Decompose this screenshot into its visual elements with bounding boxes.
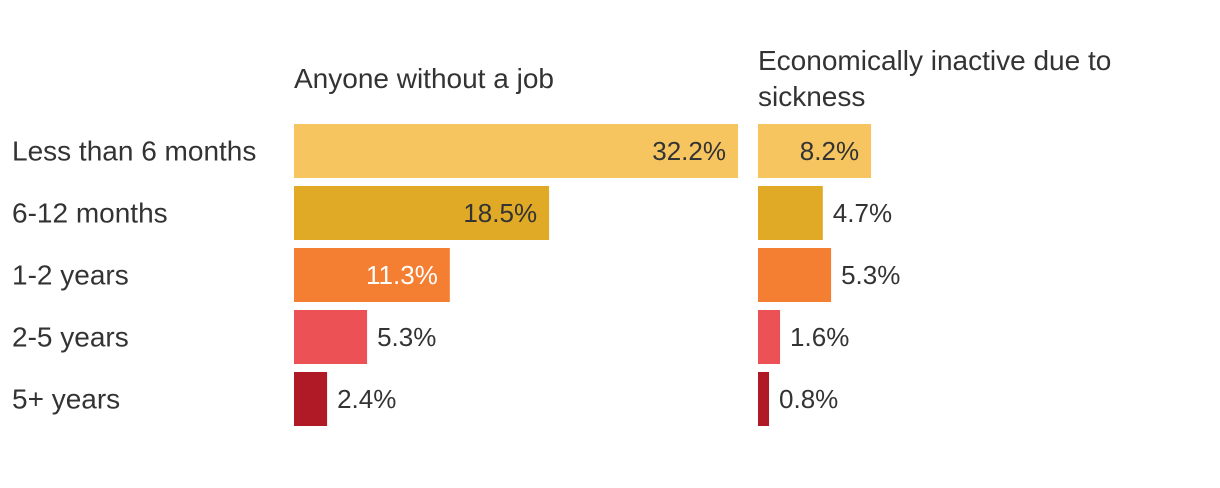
panel-anyone-without-job: 32.2% 18.5% 11.3% 5.3% 2.4% [294, 124, 738, 426]
category-label-1-2-years: 1-2 years [12, 260, 129, 291]
bar-inactive-sickness-less-than-6-months [758, 124, 872, 178]
category-labels: Less than 6 months 6-12 months 1-2 years 2-… [12, 136, 256, 415]
panel-title-inactive-sickness-line2: sickness [758, 81, 865, 112]
bar-inactive-sickness-6-12-months [758, 186, 823, 240]
bar-anyone-without-job-2-5-years [294, 310, 368, 364]
panel-inactive-sickness: 8.2% 4.7% 5.3% 1.6% 0.8% [758, 124, 900, 426]
category-label-6-12-months: 6-12 months [12, 198, 168, 229]
value-label-anyone-without-job-2-5-years: 5.3% [377, 322, 436, 352]
value-label-anyone-without-job-6-12-months: 18.5% [463, 198, 537, 228]
category-label-5-years: 5+ years [12, 384, 120, 415]
bar-inactive-sickness-2-5-years [758, 310, 781, 364]
value-label-inactive-sickness-2-5-years: 1.6% [790, 322, 849, 352]
bar-anyone-without-job-1-2-years [294, 248, 450, 302]
panel-title-inactive-sickness-line1: Economically inactive due to [758, 45, 1111, 76]
bar-inactive-sickness-1-2-years [758, 248, 832, 302]
value-label-anyone-without-job-less-than-6-months: 32.2% [652, 136, 726, 166]
category-label-2-5-years: 2-5 years [12, 322, 129, 353]
value-label-anyone-without-job-5-years: 2.4% [337, 384, 396, 414]
bar-anyone-without-job-less-than-6-months [294, 124, 738, 178]
panel-title-anyone-without-job: Anyone without a job [294, 63, 554, 94]
value-label-inactive-sickness-6-12-months: 4.7% [833, 198, 892, 228]
bar-inactive-sickness-5-years [758, 372, 770, 426]
value-label-inactive-sickness-5-years: 0.8% [779, 384, 838, 414]
category-label-less-than-6-months: Less than 6 months [12, 136, 256, 167]
bar-anyone-without-job-6-12-months [294, 186, 550, 240]
value-label-inactive-sickness-1-2-years: 5.3% [841, 260, 900, 290]
bar-anyone-without-job-5-years [294, 372, 328, 426]
value-label-anyone-without-job-1-2-years: 11.3% [366, 260, 438, 290]
value-label-inactive-sickness-less-than-6-months: 8.2% [800, 136, 859, 166]
